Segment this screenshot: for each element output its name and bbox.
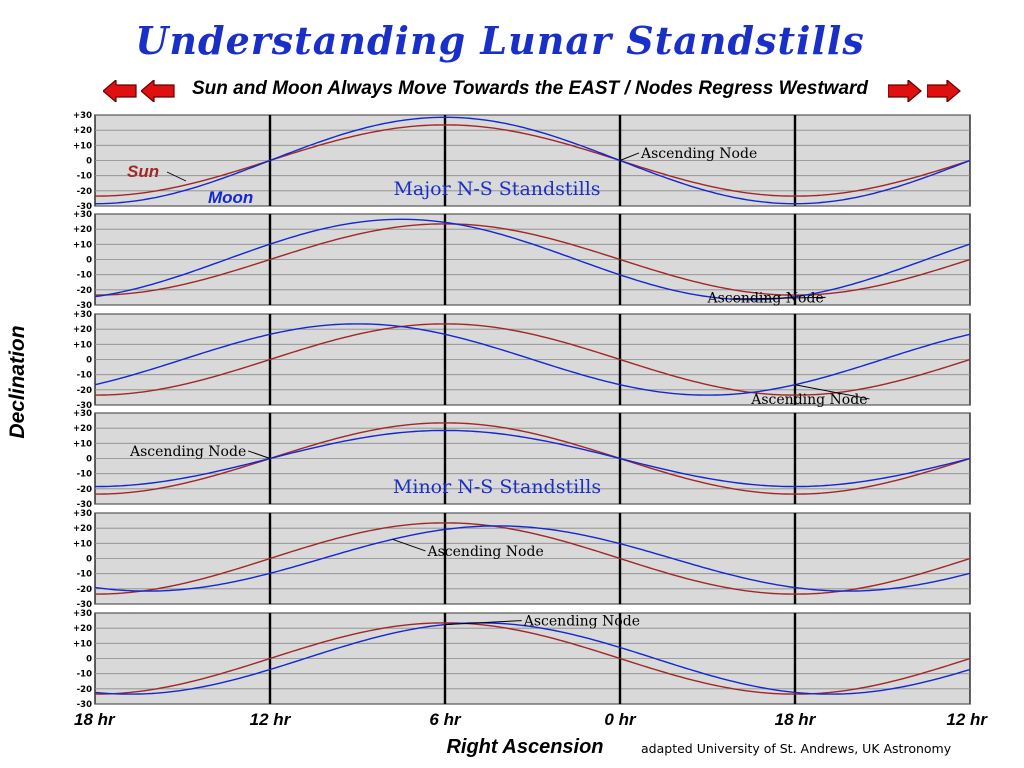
- x-tick-label: 12 hr: [946, 710, 988, 729]
- y-tick-label: +30: [73, 609, 92, 619]
- right-arrow-icon: [927, 80, 961, 102]
- ascending-node-label: Ascending Node: [750, 392, 867, 408]
- y-tick-label: 0: [86, 455, 92, 465]
- sun-series-label: Sun: [127, 162, 159, 181]
- credit-text: adapted University of St. Andrews, UK As…: [641, 741, 952, 756]
- standstill-group-label: Major N-S Standstills: [393, 178, 600, 200]
- y-tick-label: +30: [73, 310, 92, 320]
- x-axis-label: Right Ascension: [446, 736, 604, 758]
- y-tick-label: +10: [73, 240, 92, 250]
- sun-path-line: [95, 223, 971, 296]
- y-tick-label: +20: [73, 624, 92, 634]
- y-tick-label: 0: [86, 256, 92, 266]
- sun-path-line: [95, 422, 971, 495]
- y-tick-label: -30: [77, 401, 92, 411]
- y-tick-label: +30: [73, 210, 92, 220]
- x-tick-label: 6 hr: [429, 710, 462, 729]
- ascending-node-label: Ascending Node: [523, 614, 640, 630]
- y-tick-label: -30: [77, 600, 92, 610]
- y-tick-label: +30: [73, 111, 92, 121]
- y-tick-label: +10: [73, 340, 92, 350]
- sun-label-leader: [166, 171, 187, 182]
- x-tick-label: 18 hr: [775, 710, 817, 729]
- x-tick-label: 0 hr: [604, 710, 637, 729]
- ascending-node-label: Ascending Node: [427, 544, 544, 560]
- y-tick-label: -10: [77, 371, 92, 381]
- y-tick-label: +30: [73, 509, 92, 519]
- y-tick-label: -30: [77, 700, 92, 710]
- y-tick-label: +20: [73, 325, 92, 335]
- x-tick-label: 18 hr: [74, 710, 116, 729]
- moon-path-line: [94, 218, 971, 301]
- node-leader-line: [619, 152, 640, 161]
- y-tick-label: -10: [77, 172, 92, 182]
- y-tick-label: -10: [77, 271, 92, 281]
- y-tick-label: -20: [77, 187, 92, 197]
- y-tick-label: 0: [86, 555, 92, 565]
- sun-path-line: [95, 522, 971, 595]
- standstill-group-label: Minor N-S Standstills: [393, 476, 601, 498]
- ascending-node-label: Ascending Node: [129, 444, 246, 460]
- y-tick-label: -20: [77, 685, 92, 695]
- node-leader-line: [444, 620, 522, 626]
- y-tick-label: -30: [77, 202, 92, 212]
- sun-path-line: [95, 323, 971, 396]
- y-tick-label: +20: [73, 126, 92, 136]
- y-tick-label: +20: [73, 524, 92, 534]
- node-leader-line: [730, 296, 826, 300]
- y-tick-label: -20: [77, 585, 92, 595]
- left-arrow-icon: [103, 80, 137, 102]
- y-tick-label: -10: [77, 470, 92, 480]
- moon-path-line: [94, 323, 971, 396]
- node-leader-line: [392, 538, 426, 552]
- node-leader-line: [794, 384, 870, 400]
- y-tick-label: +10: [73, 539, 92, 549]
- moon-path-line: [95, 116, 971, 205]
- y-tick-label: -30: [77, 301, 92, 311]
- chart-title: Understanding Lunar Standstills: [135, 18, 865, 63]
- right-arrow-icon: [888, 80, 922, 102]
- y-tick-label: -20: [77, 286, 92, 296]
- y-tick-label: 0: [86, 157, 92, 167]
- y-tick-label: -30: [77, 500, 92, 510]
- y-axis-label: Declination: [6, 325, 29, 439]
- y-tick-label: -20: [77, 485, 92, 495]
- sun-path-line: [95, 124, 971, 197]
- node-leader-line: [248, 450, 271, 459]
- y-tick-label: +10: [73, 141, 92, 151]
- y-tick-label: +10: [73, 439, 92, 449]
- y-tick-label: -10: [77, 670, 92, 680]
- y-tick-label: +20: [73, 424, 92, 434]
- moon-path-line: [94, 622, 971, 695]
- ascending-node-label: Ascending Node: [640, 146, 757, 162]
- y-tick-label: -10: [77, 570, 92, 580]
- y-tick-label: -20: [77, 386, 92, 396]
- moon-path-line: [94, 525, 971, 592]
- y-tick-label: +10: [73, 639, 92, 649]
- y-tick-label: +20: [73, 225, 92, 235]
- y-tick-label: 0: [86, 655, 92, 665]
- left-arrow-icon: [141, 80, 175, 102]
- y-tick-label: 0: [86, 356, 92, 366]
- moon-path-line: [94, 429, 971, 488]
- x-tick-label: 12 hr: [250, 710, 292, 729]
- moon-series-label: Moon: [208, 188, 253, 207]
- y-tick-label: +30: [73, 409, 92, 419]
- sun-path-line: [95, 622, 971, 695]
- chart-subtitle: Sun and Moon Always Move Towards the EAS…: [191, 78, 869, 99]
